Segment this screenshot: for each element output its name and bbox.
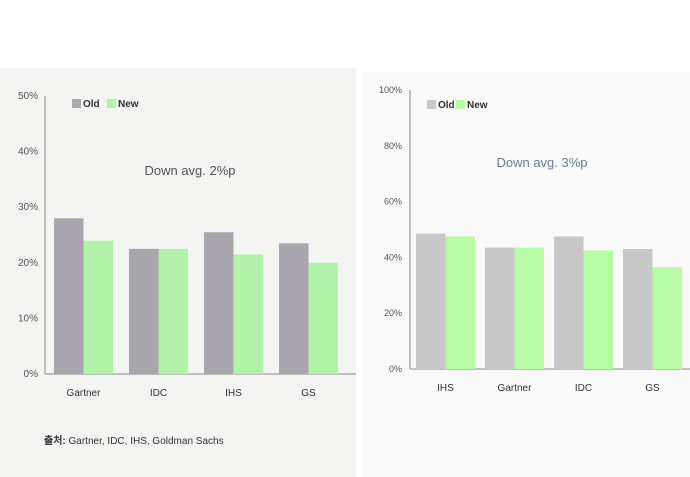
left-bar-chart: 0% 10% 20% 30% 40% 50% Gartner IDC IHS GS Old New Do… (18, 91, 356, 399)
bar-old-gs (279, 243, 309, 374)
legend-label-old: Old (83, 99, 100, 110)
legend-swatch-new (107, 99, 116, 108)
bar-new-gs (308, 262, 338, 374)
y-tick-label: 50% (18, 91, 38, 102)
x-category-label: IDC (150, 388, 167, 399)
annotation-text: Down avg. 2%p (144, 163, 235, 178)
y-tick-label: 40% (384, 252, 402, 262)
y-tick-label: 10% (18, 313, 38, 324)
bar-old-idc (554, 236, 584, 369)
bar-old-idc (129, 248, 159, 374)
legend-label-new: New (118, 99, 139, 110)
source-label: 출처: (44, 436, 66, 447)
legend-swatch-new (456, 100, 465, 109)
bar-new-ihs (233, 254, 263, 374)
y-tick-label: 20% (18, 258, 38, 269)
legend-swatch-old (72, 99, 81, 108)
bar-new-gs (652, 267, 682, 369)
x-category-label: Gartner (498, 383, 533, 394)
x-category-label: IDC (575, 383, 592, 394)
y-tick-label: 0% (24, 369, 39, 380)
source-note: 출처: Gartner, IDC, IHS, Goldman Sachs (44, 432, 224, 447)
bar-old-gartner (485, 247, 515, 369)
bar-new-gartner (83, 240, 113, 374)
right-bar-chart: 0% 20% 40% 60% 80% 100% IHS Gartner IDC GS Old New D… (379, 85, 690, 394)
y-tick-label: 40% (18, 147, 38, 158)
y-tick-label: 0% (389, 364, 402, 374)
bar-new-idc (158, 248, 188, 374)
bar-new-ihs (445, 236, 475, 369)
x-category-label: Gartner (67, 388, 102, 399)
y-tick-label: 80% (384, 141, 402, 151)
bar-old-gartner (54, 218, 84, 374)
bar-old-ihs (416, 233, 446, 369)
legend-label-new: New (467, 100, 488, 111)
y-tick-label: 60% (384, 197, 402, 207)
legend-swatch-old (427, 100, 436, 109)
bar-new-idc (583, 250, 613, 369)
y-tick-label: 20% (384, 308, 402, 318)
x-category-label: IHS (225, 388, 242, 399)
bar-new-gartner (514, 247, 544, 369)
x-category-label: GS (645, 383, 660, 394)
source-text: Gartner, IDC, IHS, Goldman Sachs (68, 436, 224, 447)
y-tick-label: 30% (18, 202, 38, 213)
x-category-label: IHS (437, 383, 454, 394)
bar-old-gs (623, 249, 653, 369)
x-category-label: GS (301, 388, 316, 399)
bar-old-ihs (204, 232, 234, 374)
legend-label-old: Old (438, 100, 455, 111)
annotation-text: Down avg. 3%p (496, 155, 587, 170)
y-tick-label: 100% (379, 85, 402, 95)
